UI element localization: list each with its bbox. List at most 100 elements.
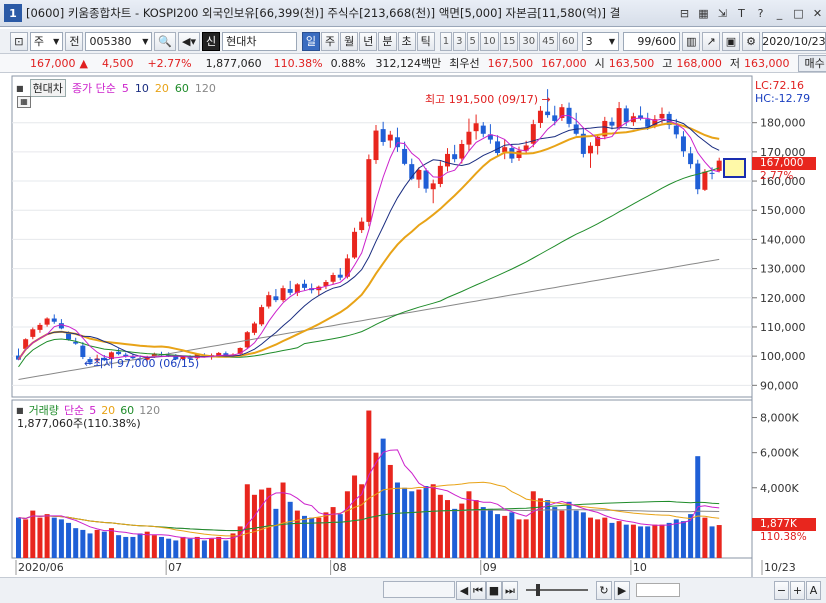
low-annotation: ←최저 97,000 (06/15) [84, 357, 200, 370]
table-icon[interactable]: ▦ [17, 96, 31, 108]
interval-button[interactable]: 1 [439, 31, 453, 51]
scroll-last-icon[interactable]: ⏭ [502, 581, 518, 600]
volume-bar [409, 491, 415, 558]
volume-bar [80, 529, 86, 558]
interval-button[interactable]: 3 [453, 31, 466, 51]
volume-ma120-line [18, 509, 720, 532]
tab-month[interactable]: 월 [340, 31, 359, 51]
volume-bar [344, 491, 350, 558]
close-icon[interactable]: ✕ [812, 6, 823, 20]
interval-select[interactable]: 3 ▼ [581, 31, 619, 51]
volume-bar [688, 514, 694, 558]
x-axis-labels: 2020/06 07 08 09 10 10/23 [15, 560, 796, 575]
volume-bar [166, 538, 172, 558]
legend-ma20: 20 [154, 81, 169, 95]
volume-bar [402, 487, 408, 558]
chart-toolbar: ⊡ 주 ▼ 전 005380 ▼ 🔍 ◀▾ 신 현대차 일 주 월 년 분 초 틱 … [0, 29, 826, 54]
chart-type-icon[interactable]: ▥ [682, 31, 701, 51]
maximize-icon[interactable]: □ [793, 6, 804, 20]
grid [12, 122, 752, 386]
draw-tool-icon[interactable]: ↗ [702, 31, 720, 51]
interval-button[interactable]: 10 [479, 31, 499, 51]
resize-icon[interactable]: ⇲ [717, 6, 728, 20]
zoom-out-icon[interactable]: − [774, 581, 789, 600]
tab-minute[interactable]: 분 [378, 31, 397, 51]
buy-button[interactable]: 매수 [797, 54, 826, 72]
tab-week[interactable]: 주 [321, 31, 340, 51]
candle-body [402, 148, 408, 164]
volume-bar [151, 535, 157, 558]
stock-code-input[interactable]: 005380 ▼ [85, 31, 153, 51]
minimize-icon[interactable]: _ [776, 6, 783, 20]
candle-body [373, 130, 379, 161]
candle-body [409, 164, 415, 179]
order-marker-box[interactable] [723, 158, 746, 178]
legend-stock-name[interactable]: 현대차 [29, 79, 66, 97]
interval-buttons: 1 3 5 10 15 30 45 60 [439, 31, 578, 51]
refresh-icon[interactable]: ↻ [596, 581, 612, 600]
candle-body [266, 295, 272, 307]
volume-bar [101, 531, 107, 558]
tab-day[interactable]: 일 [301, 31, 321, 51]
tab-year[interactable]: 년 [359, 31, 378, 51]
volume-bar [645, 526, 651, 558]
volume-bar [452, 508, 458, 558]
candle-body [566, 107, 572, 124]
scroll-first-icon[interactable]: ⏮ [470, 581, 486, 600]
candle-body [530, 124, 536, 144]
price-tick-label: 90,000 [760, 379, 799, 392]
period-select[interactable]: 주 ▼ [29, 31, 64, 51]
volume-bar [580, 512, 586, 558]
candle-body [23, 339, 29, 349]
volume-bar [459, 503, 465, 558]
help-icon[interactable]: ? [757, 6, 764, 20]
volume-ma5: 5 [89, 403, 97, 417]
scroll-end-icon[interactable]: A [806, 581, 821, 600]
save-icon[interactable]: ▣ [721, 31, 741, 51]
zoom-slider[interactable] [522, 581, 592, 598]
volume-bar [394, 482, 400, 558]
interval-button[interactable]: 5 [466, 31, 479, 51]
grid-icon[interactable]: ▦ [698, 6, 709, 20]
text-tool-icon[interactable]: T [738, 6, 745, 20]
candle-body [437, 165, 443, 184]
volume-bars [16, 410, 722, 558]
volume-bar [144, 531, 150, 558]
volume-ma60-line [18, 500, 720, 532]
interval-button[interactable]: 45 [539, 31, 558, 51]
sound-icon[interactable]: ◀▾ [178, 31, 201, 51]
current-price: 167,000 [30, 56, 76, 70]
volume-bar [502, 515, 508, 558]
zoom-in-icon[interactable]: + [790, 581, 805, 600]
ma5-line [18, 115, 720, 360]
interval-button[interactable]: 60 [558, 31, 578, 51]
volume-bar [273, 508, 279, 558]
volume-bar [237, 526, 243, 558]
settings-icon[interactable]: ⚙ [742, 31, 760, 51]
candle-body [237, 347, 243, 354]
search-icon[interactable]: 🔍 [154, 31, 177, 51]
layout-icon[interactable]: ⊟ [679, 6, 690, 20]
data-count-field[interactable]: 99/600 [623, 31, 681, 51]
stop-icon[interactable]: ■ [486, 581, 502, 600]
current-price-tag: 167,000 [752, 157, 816, 170]
candle-body [316, 286, 322, 291]
date-field[interactable]: 2020/10/23 [761, 31, 826, 51]
chart-menu-icon[interactable]: ⊡ [10, 31, 28, 51]
zoom-field[interactable] [636, 583, 680, 597]
candle-body [537, 110, 543, 123]
volume-bar [530, 491, 536, 558]
prev-button[interactable]: 전 [65, 31, 84, 51]
price-tick-label: 150,000 [760, 204, 806, 217]
scroll-track[interactable] [383, 581, 455, 598]
volume-bar [573, 510, 579, 558]
tab-tick[interactable]: 틱 [416, 31, 435, 51]
volume-bar [159, 536, 164, 558]
interval-button[interactable]: 30 [519, 31, 539, 51]
interval-button[interactable]: 15 [499, 31, 519, 51]
scroll-right-icon[interactable]: ▶ [614, 581, 630, 600]
candle-body [223, 353, 229, 357]
tab-second[interactable]: 초 [397, 31, 416, 51]
volume-bar [359, 484, 365, 558]
candle-body [359, 221, 365, 231]
